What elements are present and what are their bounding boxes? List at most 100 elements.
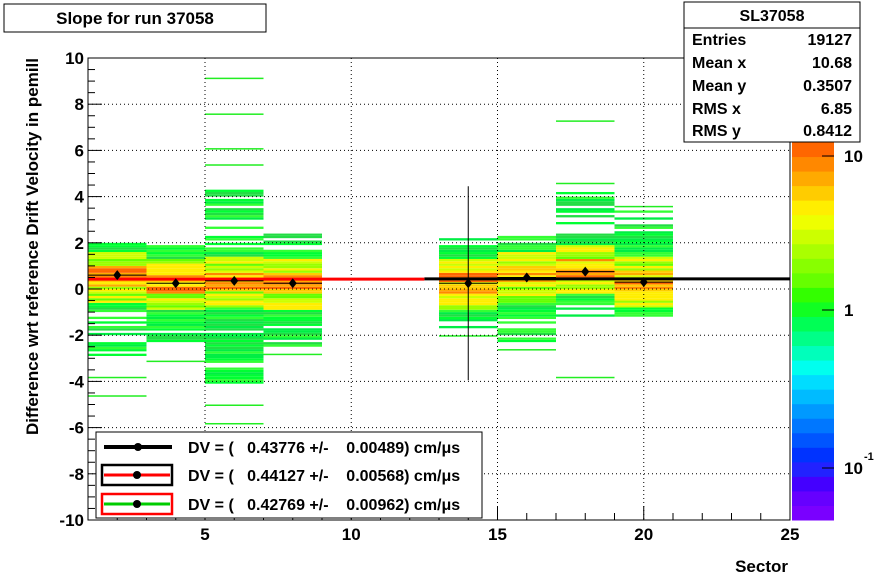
x-tick-label: 25 xyxy=(781,525,800,544)
heatmap-cell xyxy=(146,263,205,266)
heatmap-cell xyxy=(88,395,147,397)
heatmap-cell xyxy=(614,302,673,306)
heatmap-cell xyxy=(88,242,147,246)
heatmap-cell xyxy=(556,293,615,296)
heatmap-cell xyxy=(205,201,264,204)
heatmap-cell xyxy=(556,208,615,211)
heatmap-cell xyxy=(556,203,615,206)
point-marker xyxy=(230,275,239,286)
heatmap-cell xyxy=(205,261,264,264)
heatmap-cell xyxy=(146,254,205,257)
heatmap-cell xyxy=(614,312,673,315)
heatmap-cell xyxy=(556,302,615,306)
point-marker xyxy=(522,272,531,283)
palette-swatch xyxy=(792,272,834,288)
palette-swatch xyxy=(792,476,834,492)
heatmap-cell xyxy=(205,194,264,197)
profile-point xyxy=(88,270,147,281)
heatmap-cell xyxy=(263,270,322,273)
stats-title: SL37058 xyxy=(740,8,805,25)
heatmap-cell xyxy=(263,337,322,340)
heatmap-cell xyxy=(88,256,147,259)
x-tick-label: 10 xyxy=(342,525,361,544)
profile-point xyxy=(556,266,615,277)
heatmap-cell xyxy=(146,314,205,317)
heatmap-cell xyxy=(205,286,264,289)
heatmap-cell xyxy=(146,312,205,315)
heatmap-cell xyxy=(205,349,264,352)
heatmap-cell xyxy=(263,258,322,262)
heatmap-cell xyxy=(205,372,264,375)
heatmap-cell xyxy=(88,376,147,379)
heatmap-cell xyxy=(205,208,264,211)
heatmap-cell xyxy=(263,312,322,315)
heatmap-cell xyxy=(497,332,556,336)
heatmap-cell xyxy=(88,291,147,294)
heatmap-cell xyxy=(205,321,264,324)
palette-swatch xyxy=(792,214,834,230)
heatmap-cell xyxy=(497,245,556,248)
palette-swatch xyxy=(792,229,834,245)
heatmap-cell xyxy=(556,222,615,225)
heatmap-cell xyxy=(497,316,556,320)
heatmap-cell xyxy=(205,360,264,363)
heatmap-cell xyxy=(556,182,615,185)
heatmap-cell xyxy=(614,270,673,273)
x-axis: 5 10 15 20 25 xyxy=(87,506,800,544)
heatmap-cell xyxy=(146,295,205,299)
heatmap-cell xyxy=(88,353,147,356)
heatmap-cell xyxy=(556,314,615,317)
heatmap-cell xyxy=(614,314,673,317)
heatmap-cell xyxy=(205,148,264,150)
heatmap-cell xyxy=(205,265,264,269)
heatmap-cell xyxy=(205,300,264,303)
heatmap-cell xyxy=(205,316,264,320)
heatmap-cell xyxy=(205,215,264,218)
heatmap-cell xyxy=(263,240,322,243)
heatmap-cell xyxy=(146,275,205,278)
heatmap-cell xyxy=(88,258,147,262)
heatmap-cell xyxy=(614,210,673,213)
heatmap-cell xyxy=(205,376,264,380)
point-marker xyxy=(288,278,297,289)
heatmap-cell xyxy=(146,300,205,303)
palette-swatch xyxy=(792,374,834,390)
heatmap-cell xyxy=(556,286,615,289)
heatmap-cell xyxy=(263,353,322,356)
heatmap-cell xyxy=(263,302,322,306)
heatmap-cell xyxy=(88,279,147,283)
heatmap-cell xyxy=(205,346,264,350)
y-tick-label: -6 xyxy=(69,419,84,438)
heatmap-cell xyxy=(497,321,556,324)
stats-label: Mean x xyxy=(692,55,746,72)
heatmap-cell xyxy=(146,270,205,273)
palette-swatch xyxy=(792,447,834,463)
heatmap-cell xyxy=(146,316,205,320)
stats-row: RMS y 0.8412 xyxy=(692,123,852,140)
heatmap-cell xyxy=(497,268,556,271)
heatmap-cell xyxy=(263,275,322,278)
heatmap-cell xyxy=(88,344,147,347)
heatmap-cell xyxy=(205,198,264,202)
heatmap-cell xyxy=(556,298,615,301)
heatmap-cell xyxy=(146,305,205,308)
heatmap-cell xyxy=(146,323,205,326)
palette-swatch xyxy=(792,345,834,361)
heatmap-cell xyxy=(88,252,147,255)
heatmap-cell xyxy=(205,374,264,377)
heatmap-cell xyxy=(205,335,264,338)
heatmap-cell xyxy=(614,235,673,239)
heatmap-cell xyxy=(146,332,205,336)
stats-row: Mean x 10.68 xyxy=(692,55,852,72)
heatmap-cell xyxy=(88,245,147,248)
heatmap-cell xyxy=(614,226,673,229)
heatmap-cell xyxy=(88,302,147,306)
point-marker xyxy=(639,277,648,288)
heatmap-cell xyxy=(205,77,264,80)
heatmap-cell xyxy=(497,300,556,303)
heatmap-cell xyxy=(146,328,205,331)
heatmap-cell xyxy=(205,217,264,220)
profile-point xyxy=(263,278,322,289)
heatmap-cell xyxy=(614,242,673,246)
